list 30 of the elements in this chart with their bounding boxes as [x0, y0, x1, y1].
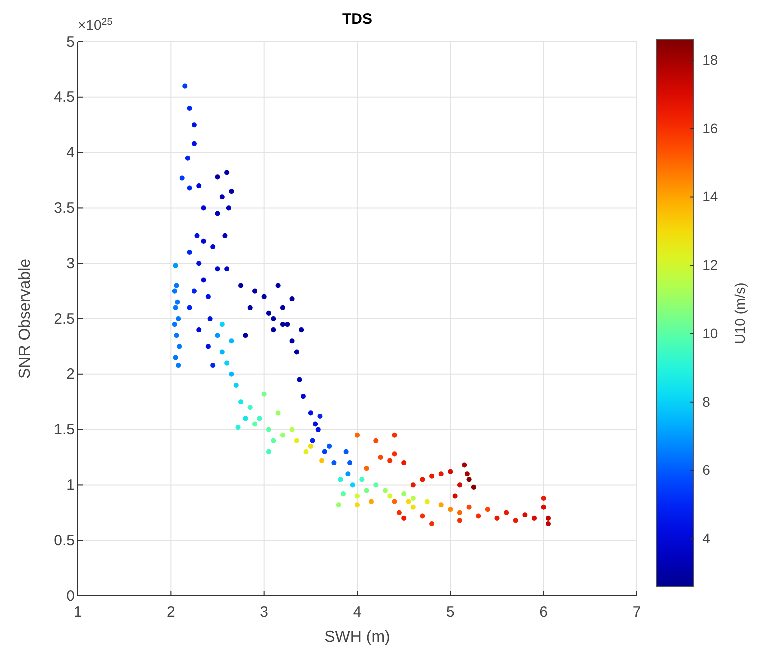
color-bar-label: 4: [702, 530, 711, 547]
color-bar-label: 10: [702, 325, 718, 342]
y-tick-label: 1: [66, 477, 75, 494]
x-tick-label: 6: [540, 604, 548, 621]
x-tick-label: 4: [353, 604, 362, 621]
y-tick-label: 3.5: [54, 200, 75, 217]
y-tick-label: 3: [66, 255, 75, 272]
y-tick-label: 4.5: [54, 89, 75, 106]
x-tick-label: 5: [446, 604, 455, 621]
color-bar-label: 18: [702, 52, 718, 68]
x-axis-title: SWH (m): [324, 629, 390, 646]
y-tick-label: 5: [66, 34, 75, 51]
y-tick-label: 0.5: [54, 532, 75, 550]
x-tick-label: 2: [166, 604, 176, 621]
y-tick-label: 4: [66, 144, 75, 162]
x-tick-label: 7: [632, 604, 642, 621]
color-bar-label: 6: [702, 462, 711, 478]
y-tick-label: 2: [66, 366, 75, 384]
y-tick-label: 2.5: [54, 310, 75, 328]
chart-title: TDS: [342, 11, 372, 28]
text: ×10$^{25}$: [78, 16, 114, 33]
color-bar-label: 14: [702, 188, 718, 205]
x-tick-label: 3: [260, 604, 269, 621]
color-bar-label: 12: [702, 257, 718, 274]
color-bar-label: 8: [702, 394, 711, 410]
y-axis-title: SNR Observable: [17, 258, 34, 380]
color-bar-title: U10 (m/s): [732, 282, 748, 344]
y-tick-label: 1.5: [54, 422, 75, 439]
color-bar-label: 16: [702, 120, 718, 136]
y-tick-label: 0: [66, 588, 75, 605]
